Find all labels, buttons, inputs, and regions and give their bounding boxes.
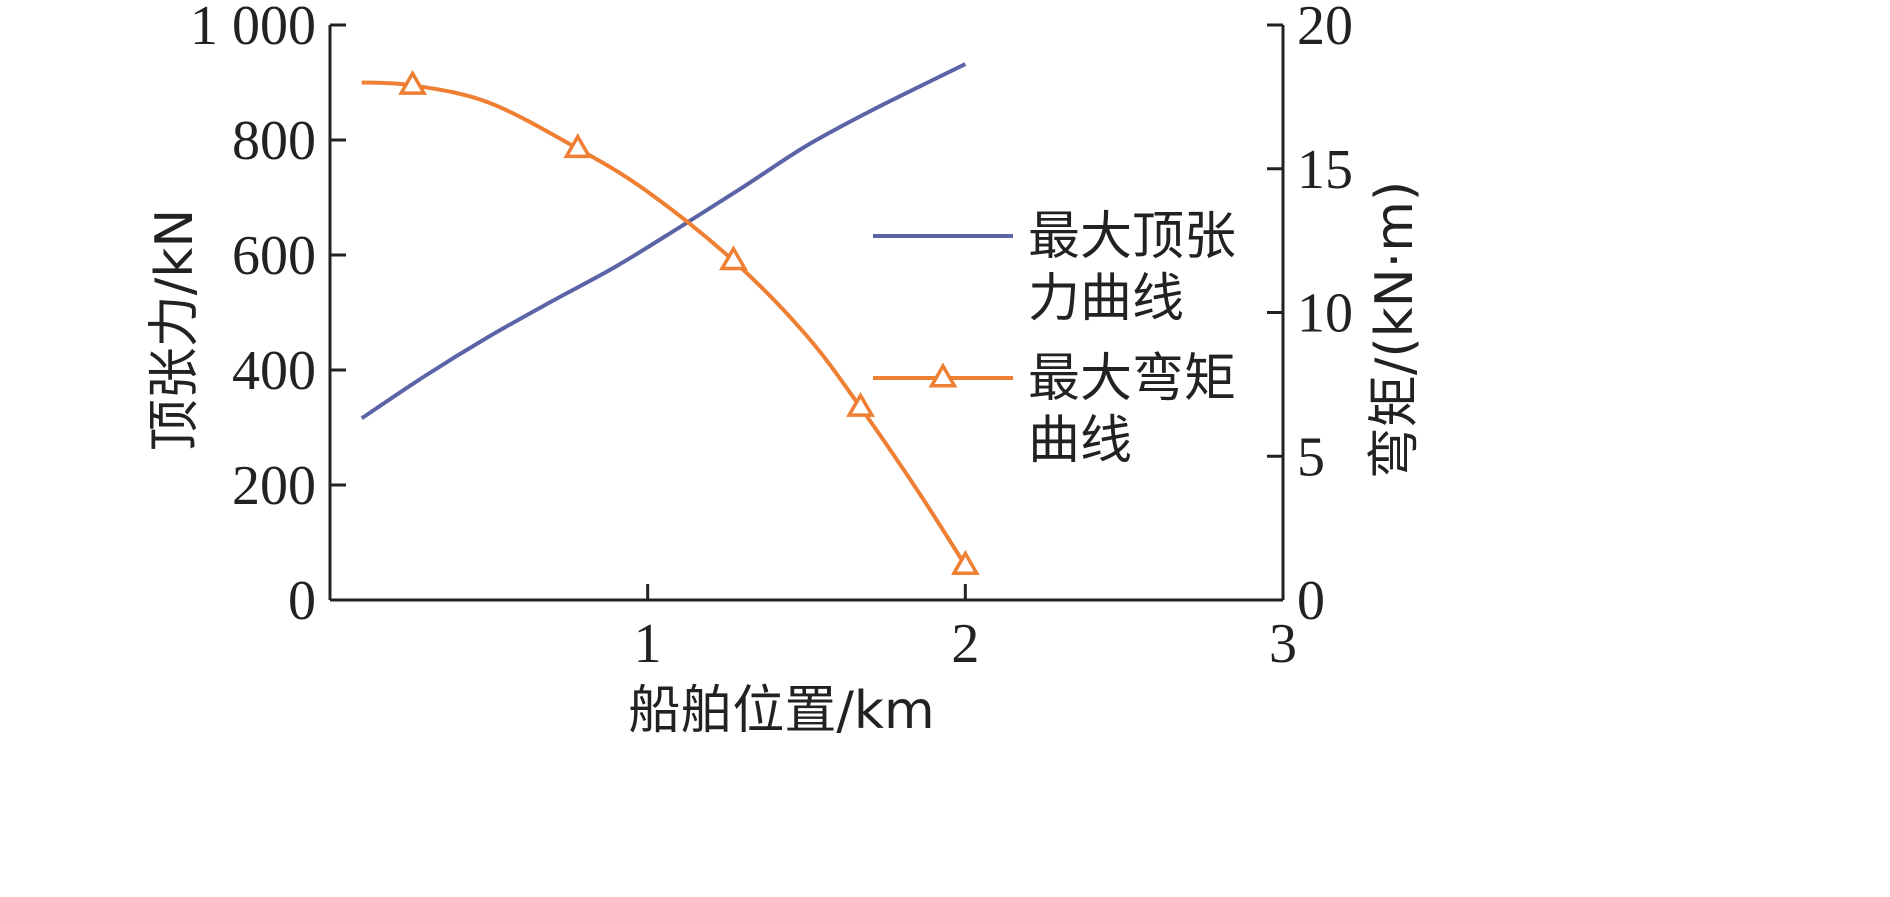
- x-axis-title: 船舶位置/km: [628, 681, 934, 741]
- y-left-tick-label: 0: [288, 570, 316, 632]
- y-left-tick-label: 1 000: [190, 0, 316, 57]
- y-left-tick-label: 400: [232, 340, 316, 402]
- series-marker-1: [950, 549, 980, 576]
- legend-marker-1: [928, 362, 958, 388]
- y-left-tick-label: 600: [232, 225, 316, 287]
- y-right-tick-label: 15: [1297, 139, 1353, 201]
- legend-label-1: 曲线: [1028, 411, 1132, 471]
- series-line-1: [361, 80, 968, 567]
- series-marker-1: [846, 391, 875, 417]
- series-marker-1: [398, 69, 428, 95]
- x-tick-label: 1: [634, 613, 662, 675]
- legend-label-0: 最大顶张: [1028, 207, 1236, 267]
- series-layer: [360, 62, 980, 576]
- y-right-tick-label: 20: [1297, 0, 1353, 57]
- x-tick-label: 2: [951, 613, 979, 675]
- y-axis-left-title: 顶张力/kN: [145, 209, 205, 452]
- series-line-0: [360, 62, 967, 420]
- y-axis-right-title: 弯矩/(kN·m): [1365, 181, 1425, 479]
- y-left-tick-label: 200: [232, 455, 316, 517]
- x-tick-label: 3: [1269, 613, 1297, 675]
- axes: 0 200 400 600 800 1 000 0 5 10 15 20 1 2 3: [190, 0, 1353, 675]
- y-right-tick-label: 10: [1297, 283, 1353, 345]
- series-marker-1: [563, 133, 593, 159]
- y-left-tick-label: 800: [232, 110, 316, 172]
- legend-label-0: 力曲线: [1028, 269, 1184, 329]
- legend-label-1: 最大弯矩: [1028, 349, 1236, 409]
- series-marker-1: [719, 245, 748, 271]
- y-right-tick-label: 5: [1297, 426, 1325, 488]
- y-right-tick-label: 0: [1297, 570, 1325, 632]
